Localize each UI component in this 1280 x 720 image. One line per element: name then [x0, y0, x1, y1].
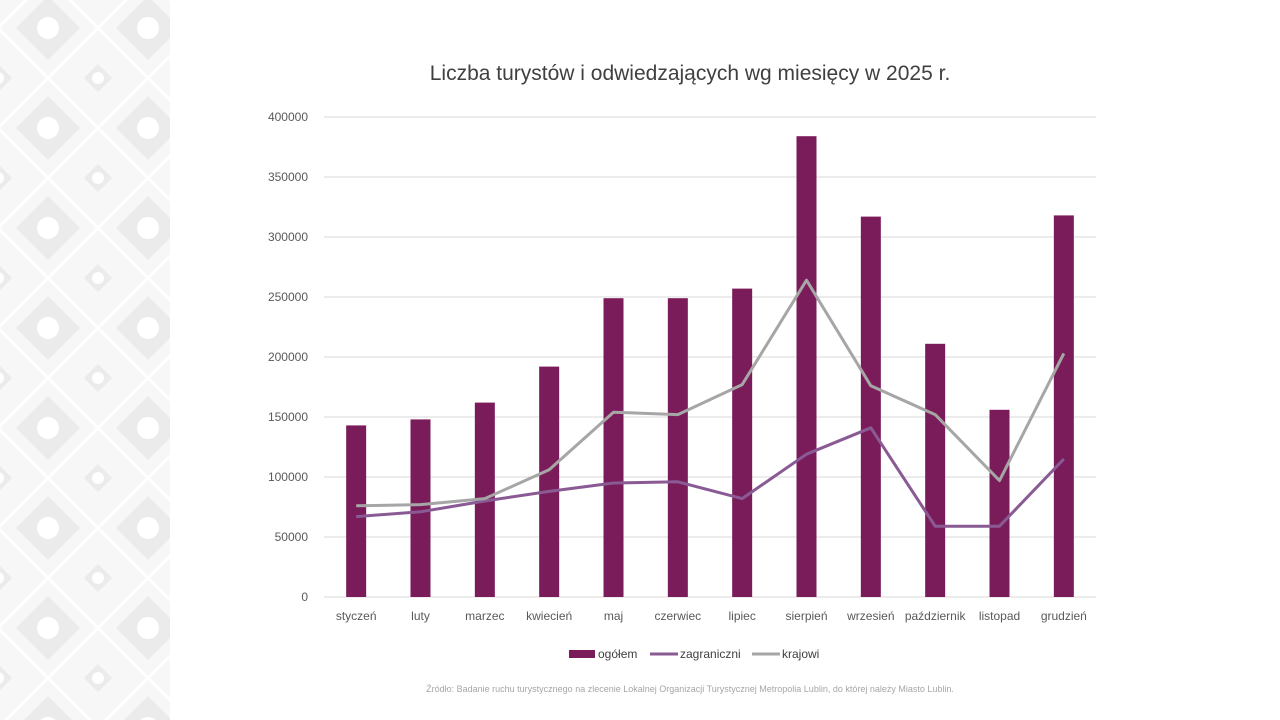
- x-tick-label: styczeń: [336, 609, 377, 623]
- y-tick-label: 350000: [268, 170, 308, 184]
- legend: ogółem zagraniczni krajowi: [569, 647, 819, 661]
- x-tick-label: lipiec: [728, 609, 755, 623]
- bars: [346, 136, 1074, 597]
- x-tick-label: maj: [604, 609, 623, 623]
- x-tick-label: czerwiec: [654, 609, 701, 623]
- chart-title: Liczba turystów i odwiedzających wg mies…: [430, 62, 951, 85]
- legend-label: zagraniczni: [680, 647, 741, 661]
- y-tick-label: 400000: [268, 110, 308, 124]
- bar-ogółem: [925, 343, 946, 597]
- y-tick-label: 250000: [268, 290, 308, 304]
- bar-ogółem: [732, 288, 753, 597]
- bar-ogółem: [667, 298, 688, 597]
- x-tick-label: październik: [905, 609, 967, 623]
- x-tick-label: listopad: [979, 609, 1020, 623]
- y-tick-label: 100000: [268, 470, 308, 484]
- lines: [356, 278, 1066, 528]
- x-tick-label: luty: [411, 609, 430, 623]
- y-tick-label: 200000: [268, 350, 308, 364]
- bar-ogółem: [796, 136, 817, 597]
- bar-ogółem: [346, 425, 367, 597]
- bar-ogółem: [603, 298, 624, 597]
- x-tick-label: grudzień: [1041, 609, 1087, 623]
- y-tick-label: 50000: [275, 530, 309, 544]
- gridlines: [324, 116, 1096, 598]
- legend-label: ogółem: [598, 647, 637, 661]
- bar-ogółem: [1053, 215, 1074, 597]
- line-krajowi: [356, 278, 1066, 508]
- source-note: Źródło: Badanie ruchu turystycznego na z…: [426, 684, 954, 694]
- line-zagraniczni: [356, 426, 1065, 528]
- bar-ogółem: [860, 216, 881, 597]
- y-tick-label: 300000: [268, 230, 308, 244]
- bar-ogółem: [539, 366, 560, 597]
- bar-ogółem: [989, 409, 1010, 597]
- y-axis-ticks: 0 50000 100000 150000 200000 250000 300000 3500…: [268, 110, 308, 604]
- y-tick-label: 0: [301, 590, 308, 604]
- x-axis-ticks: styczeń luty marzec kwiecień maj czerwiec lipi…: [336, 609, 1087, 623]
- x-tick-label: sierpień: [785, 609, 827, 623]
- decorative-pattern-panel: [0, 0, 170, 720]
- legend-swatch: [569, 650, 595, 658]
- y-tick-label: 150000: [268, 410, 308, 424]
- x-tick-label: marzec: [465, 609, 504, 623]
- x-tick-label: kwiecień: [526, 609, 572, 623]
- bar-ogółem: [410, 419, 431, 597]
- x-tick-label: wrzesień: [846, 609, 894, 623]
- legend-label: krajowi: [782, 647, 819, 661]
